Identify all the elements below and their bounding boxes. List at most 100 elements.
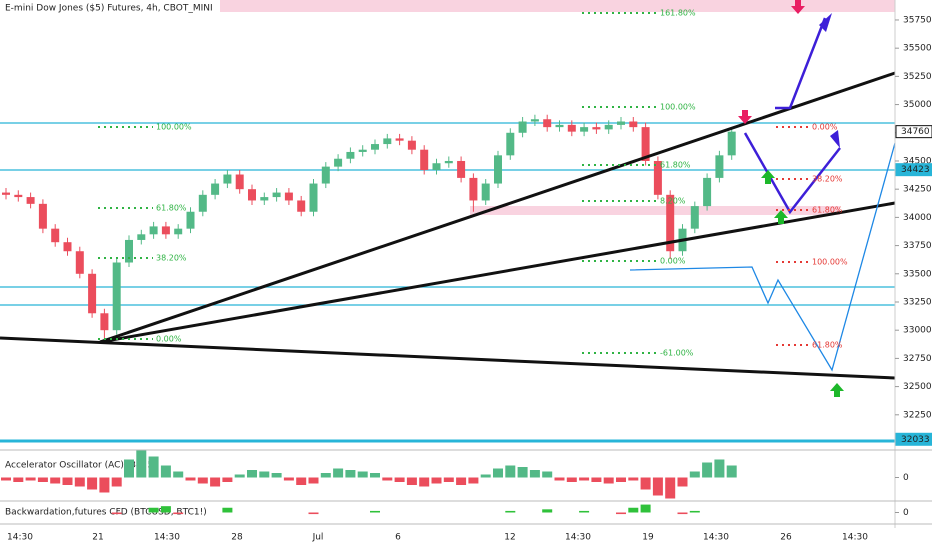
histogram-bar xyxy=(689,471,700,478)
candle-body xyxy=(407,140,416,150)
candle-body xyxy=(26,197,35,204)
histogram-bar xyxy=(468,477,479,484)
histogram-bar xyxy=(628,477,639,481)
y-tick-label: 0 xyxy=(903,508,909,518)
fib-label: 161.80% xyxy=(660,9,696,18)
trend-line xyxy=(99,201,896,344)
price-label-box xyxy=(895,125,932,139)
candle-body xyxy=(420,149,429,171)
candle-body xyxy=(161,226,170,235)
candle-body xyxy=(469,177,478,201)
histogram-bar xyxy=(456,477,467,485)
candle-body xyxy=(592,127,601,130)
candle-body xyxy=(457,160,466,178)
fib-label: 61.80% xyxy=(156,204,187,213)
histogram-bar xyxy=(603,477,614,484)
histogram-bar xyxy=(62,477,73,485)
candle-body xyxy=(604,124,613,130)
y-tick-label: 32500 xyxy=(903,382,932,392)
candle-body xyxy=(51,228,60,243)
y-tick-label: 35000 xyxy=(903,100,932,110)
y-tick-label: 33750 xyxy=(903,241,932,251)
candle-body xyxy=(309,183,318,212)
fib-label: 61.80% xyxy=(660,161,691,170)
candle-body xyxy=(2,192,10,195)
up-arrow xyxy=(774,210,788,224)
candle-body xyxy=(617,121,625,125)
fib-levels: 161.80% 100.00% 100.00% 61.80% 61.80% 38.20% 8… xyxy=(98,9,848,358)
candle-body xyxy=(444,160,453,164)
down-arrow xyxy=(791,0,805,14)
histogram-bar xyxy=(554,477,565,481)
histogram-bar xyxy=(505,510,516,513)
fib-label: 38.20% xyxy=(156,254,187,263)
histogram-bar xyxy=(247,470,257,478)
y-tick-label: 33500 xyxy=(903,269,932,279)
histogram-bar xyxy=(283,477,294,481)
histogram-bar xyxy=(370,510,380,513)
projection xyxy=(775,17,827,110)
x-tick-label: 14:30 xyxy=(565,533,591,543)
histogram-bar xyxy=(111,512,122,515)
histogram-bar xyxy=(677,512,688,515)
histogram-bar xyxy=(222,477,233,482)
histogram-bar xyxy=(99,477,110,493)
candle-body xyxy=(248,189,256,201)
candle-body xyxy=(112,262,121,331)
y-tick-label: 32750 xyxy=(903,354,932,364)
histogram-bar xyxy=(480,474,491,478)
candle-body xyxy=(703,177,712,207)
zone xyxy=(470,206,840,215)
candle-body xyxy=(63,242,72,252)
candle-body xyxy=(666,194,675,252)
price-label: 34423 xyxy=(901,165,930,175)
candle-body xyxy=(198,194,207,212)
histogram-bar xyxy=(628,507,639,513)
histogram-bar xyxy=(1,477,11,481)
y-tick-label: 0 xyxy=(903,473,909,483)
histogram-bar xyxy=(345,470,356,478)
pane-title: Accelerator Oscillator (AC) (34, 5) xyxy=(5,461,157,471)
fib-label: 61.80% xyxy=(812,206,843,215)
candle-body xyxy=(284,192,293,201)
histogram-bar xyxy=(37,477,48,482)
candle-body xyxy=(75,251,84,274)
histogram-bar xyxy=(74,477,85,487)
histogram-bar xyxy=(591,477,602,482)
candle-body xyxy=(506,132,515,156)
down-arrow xyxy=(738,110,752,124)
histogram-bar xyxy=(87,477,98,490)
histogram-bar xyxy=(25,477,36,481)
fib-label: 8.20% xyxy=(660,197,686,206)
histogram-bar xyxy=(234,474,245,478)
histogram-bar xyxy=(333,468,344,478)
candle-body xyxy=(530,119,539,122)
projection xyxy=(629,142,896,372)
histogram-bar xyxy=(173,512,184,515)
y-tick-label: 35750 xyxy=(903,15,932,25)
histogram-bar xyxy=(111,477,122,487)
candle-body xyxy=(14,194,23,198)
candle-body xyxy=(346,151,355,159)
x-tick-label: 21 xyxy=(92,533,103,543)
histogram-bar xyxy=(370,473,380,478)
candle-body xyxy=(641,127,650,161)
candle-body xyxy=(223,174,232,184)
histogram-bar xyxy=(616,512,626,515)
candle-body xyxy=(100,313,109,331)
candle-body xyxy=(358,149,367,152)
up-arrow xyxy=(830,383,844,397)
histogram-bar xyxy=(640,477,651,490)
candle-body xyxy=(297,200,306,212)
trend-lines xyxy=(0,71,896,380)
fib-label: 100.00% xyxy=(812,258,848,267)
histogram-bar xyxy=(148,507,159,513)
histogram-bar xyxy=(616,477,626,482)
candle-body xyxy=(494,155,502,184)
candle-body xyxy=(543,119,552,128)
candle-body xyxy=(137,234,146,240)
histogram-bar xyxy=(50,477,61,484)
candle-body xyxy=(235,174,244,190)
pane-title: Backwardation,futures CFD (BTCUSD, BTC1!… xyxy=(5,508,207,518)
